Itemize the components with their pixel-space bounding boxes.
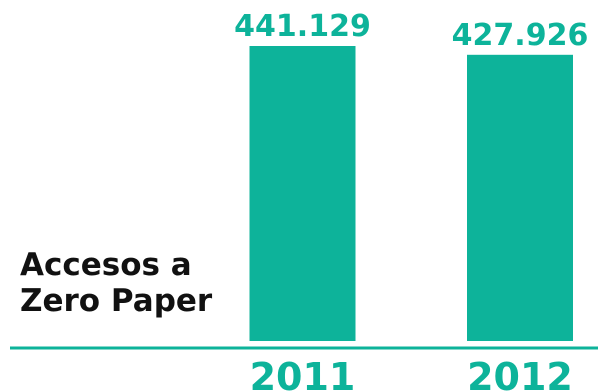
bar-2011 bbox=[249, 46, 356, 341]
data-label-2011: 441.129 bbox=[234, 9, 371, 44]
x-tick-label-2012: 2012 bbox=[467, 355, 573, 392]
data-label-2012: 427.926 bbox=[452, 18, 589, 53]
labels-layer: 441.129 2011 427.926 2012 bbox=[234, 9, 588, 392]
x-tick-label-2011: 2011 bbox=[250, 355, 356, 392]
bars-layer bbox=[249, 46, 573, 342]
bar-2012 bbox=[467, 54, 573, 342]
chart-title-line-2: Zero Paper bbox=[20, 283, 213, 319]
chart-title: Accesos a Zero Paper bbox=[20, 247, 213, 319]
chart-title-line-1: Accesos a bbox=[20, 247, 192, 283]
